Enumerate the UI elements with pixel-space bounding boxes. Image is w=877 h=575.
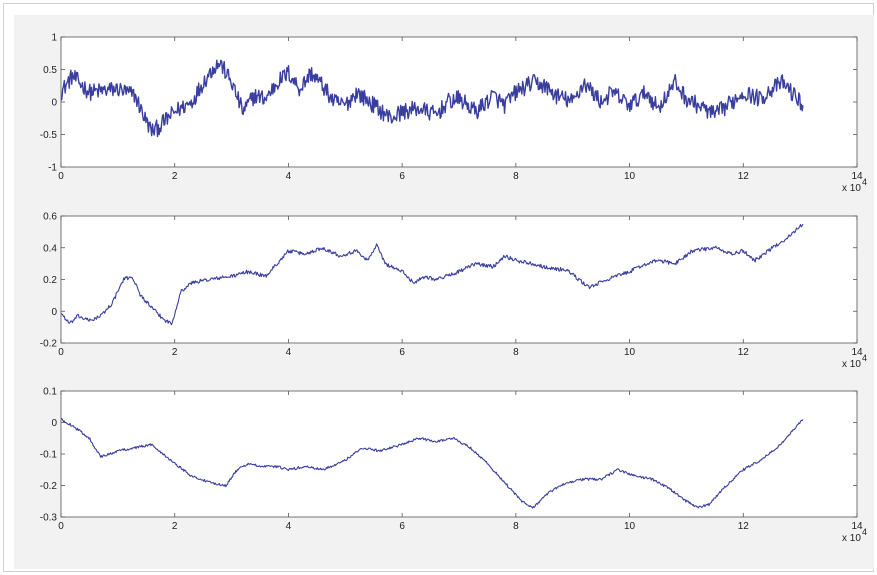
x-tick-label: 14 [851, 521, 863, 532]
plot-area [60, 215, 858, 344]
x-multiplier-exponent: 4 [862, 353, 867, 363]
y-tick-label: 0.2 [43, 275, 57, 286]
x-multiplier-label: x 10 [842, 533, 861, 544]
x-tick-label: 8 [513, 347, 519, 358]
y-tick-label: -0.1 [40, 450, 58, 461]
x-tick-label: 6 [399, 521, 405, 532]
x-tick-label: 2 [172, 521, 178, 532]
y-tick-label: 0.1 [43, 387, 57, 398]
x-tick-label: 10 [624, 521, 636, 532]
plot-panel-1: 0 2 4 6 8 10 12 14-1-0.500.51x 104 [40, 33, 867, 195]
y-tick-label: 0 [51, 98, 57, 109]
x-tick-label: 6 [399, 347, 405, 358]
x-multiplier-exponent: 4 [862, 177, 867, 187]
series-line [61, 59, 804, 138]
x-tick-label: 12 [738, 521, 750, 532]
x-tick-label: 8 [513, 521, 519, 532]
x-tick-label: 4 [286, 347, 292, 358]
y-tick-label: -1 [48, 163, 57, 174]
y-tick-label: 1 [51, 33, 57, 44]
x-tick-label: 10 [624, 171, 636, 182]
x-tick-label: 4 [286, 171, 292, 182]
y-tick-label: 0 [51, 418, 57, 429]
figure-frame: 0 2 4 6 8 10 12 14 -1 -0.5 0 0.5 1 x 10 4 0 2 4 6 8 10 12 14 -0… [3, 3, 874, 572]
x-tick-label: 0 [58, 521, 64, 532]
x-tick-label: 2 [172, 171, 178, 182]
x-tick-label: 6 [399, 171, 405, 182]
y-tick-label: 0.6 [43, 212, 57, 223]
x-tick-label: 0 [58, 171, 64, 182]
y-tick-label: -0.2 [40, 481, 58, 492]
x-tick-label: 12 [738, 347, 750, 358]
x-tick-label: 8 [513, 171, 519, 182]
x-tick-label: 0 [58, 347, 64, 358]
figure-background: 0 2 4 6 8 10 12 14 -1 -0.5 0 0.5 1 x 10 4 0 2 4 6 8 10 12 14 -0… [14, 15, 874, 569]
y-tick-label: 0.5 [43, 65, 57, 76]
x-tick-label: 2 [172, 347, 178, 358]
y-tick-label: 0 [51, 307, 57, 318]
x-tick-label: 14 [851, 347, 863, 358]
plot-panel-3: 0 2 4 6 8 10 12 14-0.3-0.2-0.100.1x 104 [40, 387, 867, 545]
x-multiplier-exponent: 4 [862, 527, 867, 537]
x-multiplier-label: x 10 [842, 183, 861, 194]
plot-area [60, 390, 858, 518]
x-tick-label: 14 [851, 171, 863, 182]
y-tick-label: -0.5 [40, 130, 58, 141]
x-tick-label: 12 [738, 171, 750, 182]
y-tick-label: -0.3 [40, 513, 58, 524]
series-line [61, 418, 804, 509]
x-tick-label: 10 [624, 347, 636, 358]
series-line [61, 223, 804, 326]
plot-panel-2: 0 2 4 6 8 10 12 14-0.200.20.40.6x 104 [40, 212, 867, 371]
x-multiplier-label: x 10 [842, 359, 861, 370]
y-tick-label: -0.2 [40, 339, 58, 350]
y-tick-label: 0.4 [43, 243, 57, 254]
x-tick-label: 4 [286, 521, 292, 532]
